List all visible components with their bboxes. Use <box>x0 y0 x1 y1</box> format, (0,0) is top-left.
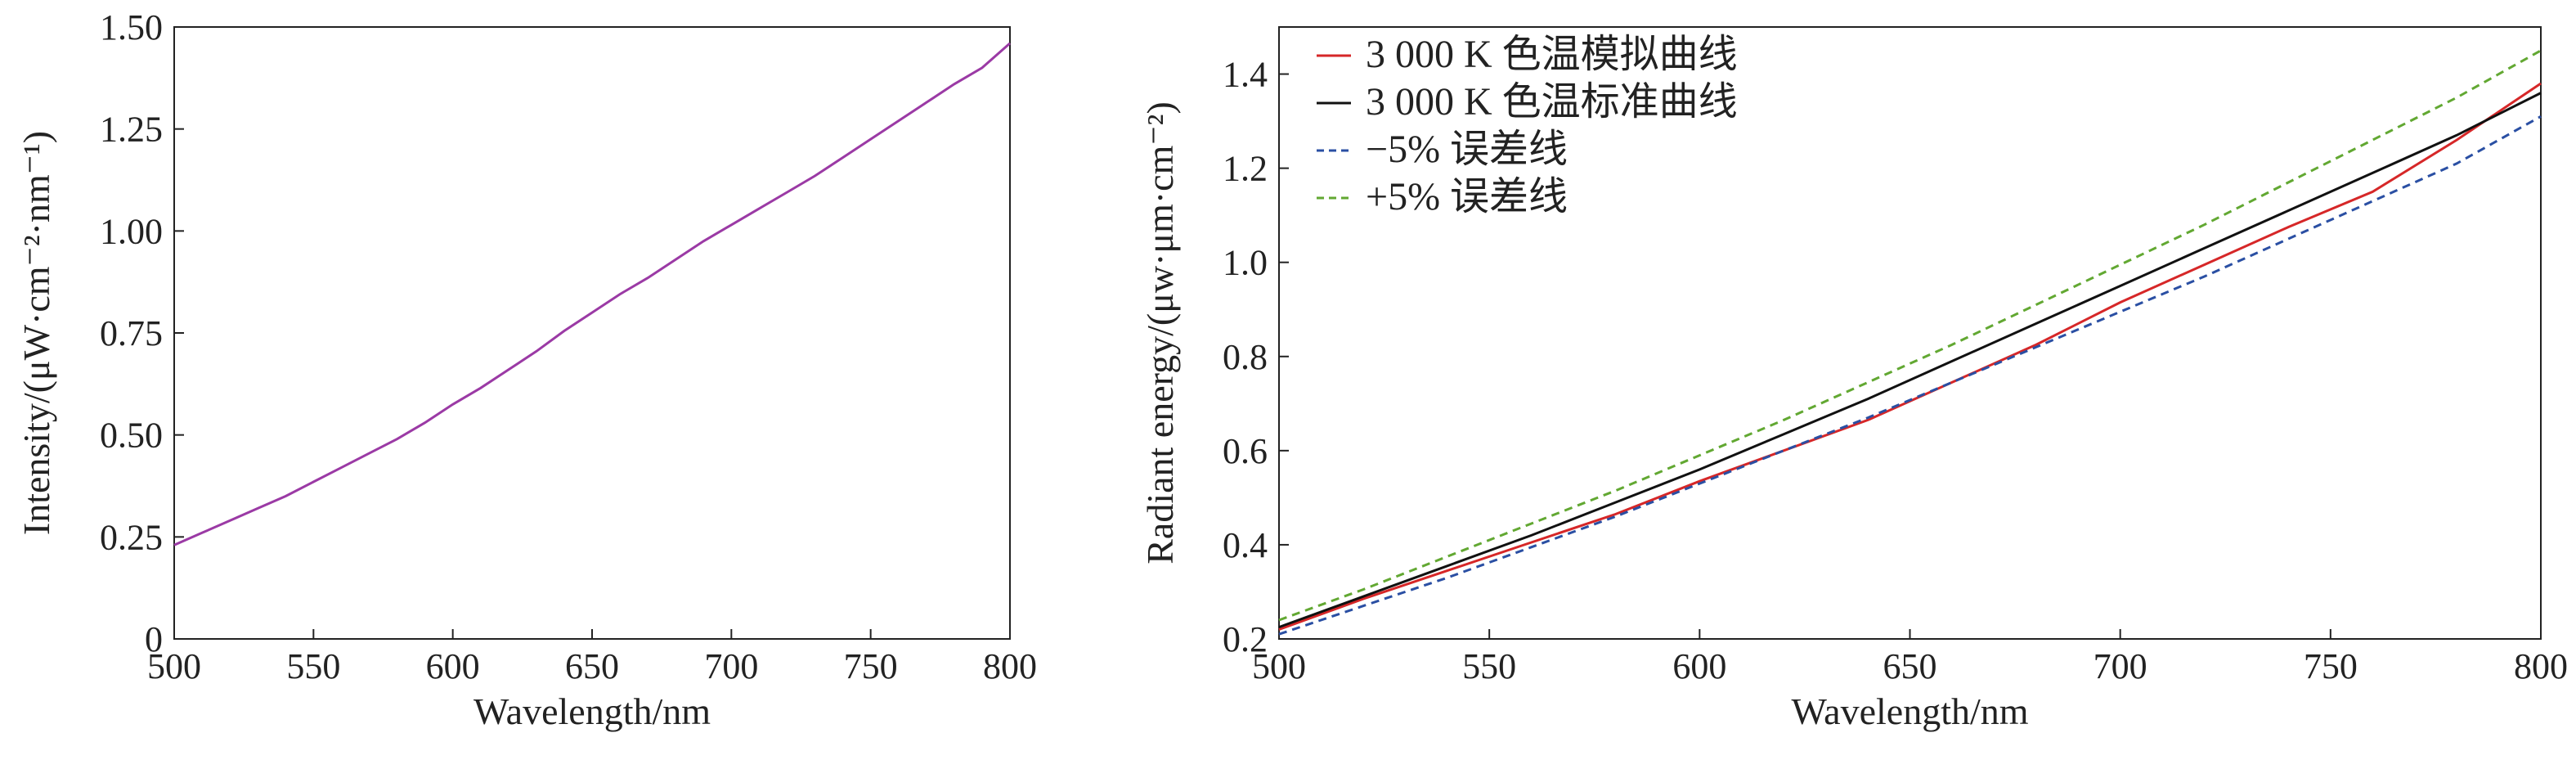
x-tick-label: 600 <box>1672 646 1726 686</box>
y-tick-label: 0.8 <box>1223 337 1268 377</box>
radiant-energy-chart: 500 550 600 650 700 750 800 0.2 0.4 0.6 0.8 1.0 1.2 1… <box>1139 26 2568 732</box>
y-tick-label: 0.25 <box>100 517 163 557</box>
x-tick-label: 600 <box>426 646 480 686</box>
left-y-axis-label: Intensity/(μW·cm⁻²·nm⁻¹) <box>16 131 57 535</box>
right-x-axis-label: Wavelength/nm <box>1791 690 2028 732</box>
y-tick-label: 1.00 <box>100 211 163 251</box>
x-tick-label: 500 <box>1252 646 1306 686</box>
right-y-axis-label: Radiant energy/(μw·μm·cm⁻²) <box>1139 101 1181 564</box>
y-tick-label: 0.6 <box>1223 431 1268 471</box>
intensity-chart: 500 550 600 650 700 750 800 0 0.25 0.50 0.75 1.00 1.… <box>16 7 1037 732</box>
x-tick-label: 550 <box>1462 646 1516 686</box>
y-tick-label: 1.50 <box>100 7 163 47</box>
y-tick-label: 1.25 <box>100 110 163 150</box>
x-tick-label: 750 <box>2304 646 2358 686</box>
y-tick-label: 0.50 <box>100 416 163 456</box>
x-tick-label: 750 <box>844 646 898 686</box>
y-tick-label: 0.2 <box>1223 619 1268 659</box>
x-tick-label: 550 <box>286 646 340 686</box>
left-series <box>173 42 1011 546</box>
legend-entry: −5% 误差线 <box>1366 128 1568 171</box>
y-tick-label: 0.75 <box>100 313 163 353</box>
x-tick-label: 650 <box>565 646 619 686</box>
right-ticks: 500 550 600 650 700 750 800 0.2 0.4 0.6 0.8 1.0 1.2 1… <box>1223 55 2568 686</box>
series-line-0 <box>173 42 1011 546</box>
x-tick-label: 700 <box>704 646 758 686</box>
series-line-1 <box>1278 92 2542 629</box>
series-line-2 <box>1278 115 2542 636</box>
x-tick-label: 650 <box>1883 646 1937 686</box>
legend-entry: 3 000 K 色温模拟曲线 <box>1366 33 1738 76</box>
series-line-3 <box>1278 49 2542 622</box>
y-tick-label: 0.4 <box>1223 525 1268 565</box>
legend-entry: 3 000 K 色温标准曲线 <box>1366 80 1738 124</box>
left-x-axis-label: Wavelength/nm <box>473 690 711 732</box>
x-tick-label: 700 <box>2094 646 2147 686</box>
x-tick-label: 500 <box>147 646 201 686</box>
y-tick-label: 1.4 <box>1223 55 1268 95</box>
left-plot-frame <box>173 26 1011 640</box>
x-tick-label: 800 <box>2514 646 2568 686</box>
legend-entry: +5% 误差线 <box>1366 175 1568 218</box>
y-tick-label: 1.0 <box>1223 243 1268 283</box>
right-series <box>1278 49 2542 636</box>
left-ticks: 500 550 600 650 700 750 800 0 0.25 0.50 0.75 1.00 1.… <box>100 7 1037 686</box>
x-tick-label: 800 <box>983 646 1037 686</box>
y-tick-label: 1.2 <box>1223 149 1268 189</box>
y-tick-label: 0 <box>145 619 163 659</box>
